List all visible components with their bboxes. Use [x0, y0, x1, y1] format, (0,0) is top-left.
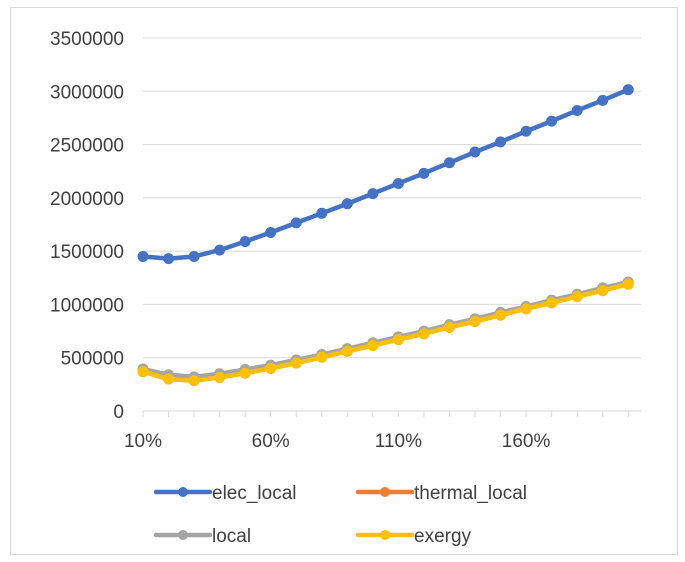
y-tick-label: 0	[113, 402, 124, 423]
point-elec_local	[495, 136, 507, 148]
point-exergy	[443, 321, 455, 333]
point-exergy	[418, 328, 430, 340]
point-elec_local	[239, 236, 251, 248]
point-exergy	[214, 371, 226, 383]
point-exergy	[469, 315, 481, 327]
point-elec_local	[469, 146, 481, 158]
x-tick-label: 160%	[502, 431, 551, 452]
legend-marker-local	[178, 530, 188, 540]
point-exergy	[546, 297, 558, 309]
point-elec_local	[392, 177, 404, 189]
legend-label-exergy: exergy	[414, 526, 472, 547]
point-elec_local	[137, 250, 149, 262]
point-exergy	[290, 357, 302, 369]
y-tick-label: 3500000	[50, 29, 124, 50]
y-tick-label: 3000000	[50, 82, 124, 103]
y-tick-label: 2500000	[50, 136, 124, 157]
legend-label-thermal_local: thermal_local	[414, 483, 527, 504]
point-exergy	[188, 375, 200, 387]
x-tick-label: 60%	[252, 431, 290, 452]
point-exergy	[495, 309, 507, 321]
point-elec_local	[265, 226, 277, 238]
point-exergy	[316, 351, 328, 363]
y-tick-label: 1000000	[50, 295, 124, 316]
legend-label-local: local	[212, 526, 251, 547]
point-exergy	[597, 285, 609, 297]
point-exergy	[163, 373, 175, 385]
point-elec_local	[316, 207, 328, 219]
y-tick-label: 500000	[61, 349, 124, 370]
point-exergy	[520, 303, 532, 315]
x-tick-label: 110%	[375, 431, 422, 452]
y-tick-label: 2000000	[50, 189, 124, 210]
legend-marker-exergy	[380, 530, 390, 540]
y-tick-label: 1500000	[50, 242, 124, 263]
point-elec_local	[546, 115, 558, 127]
point-elec_local	[622, 84, 634, 96]
point-exergy	[239, 367, 251, 379]
point-elec_local	[418, 167, 430, 179]
point-elec_local	[367, 188, 379, 200]
point-exergy	[265, 362, 277, 374]
point-exergy	[622, 278, 634, 290]
point-elec_local	[188, 250, 200, 262]
point-exergy	[367, 339, 379, 351]
point-elec_local	[571, 104, 583, 116]
point-elec_local	[597, 94, 609, 106]
series-line-elec_local	[140, 87, 631, 261]
point-elec_local	[520, 125, 532, 137]
point-elec_local	[443, 157, 455, 169]
point-exergy	[571, 290, 583, 302]
legend-label-elec_local: elec_local	[212, 483, 297, 504]
point-elec_local	[290, 217, 302, 229]
point-exergy	[341, 345, 353, 357]
legend-marker-thermal_local	[380, 487, 390, 497]
point-elec_local	[163, 253, 175, 265]
legend-marker-elec_local	[178, 487, 188, 497]
point-exergy	[392, 334, 404, 346]
point-elec_local	[214, 244, 226, 256]
chart-frame	[10, 7, 678, 555]
x-tick-label: 10%	[124, 431, 162, 452]
point-elec_local	[341, 198, 353, 210]
point-exergy	[137, 366, 149, 378]
